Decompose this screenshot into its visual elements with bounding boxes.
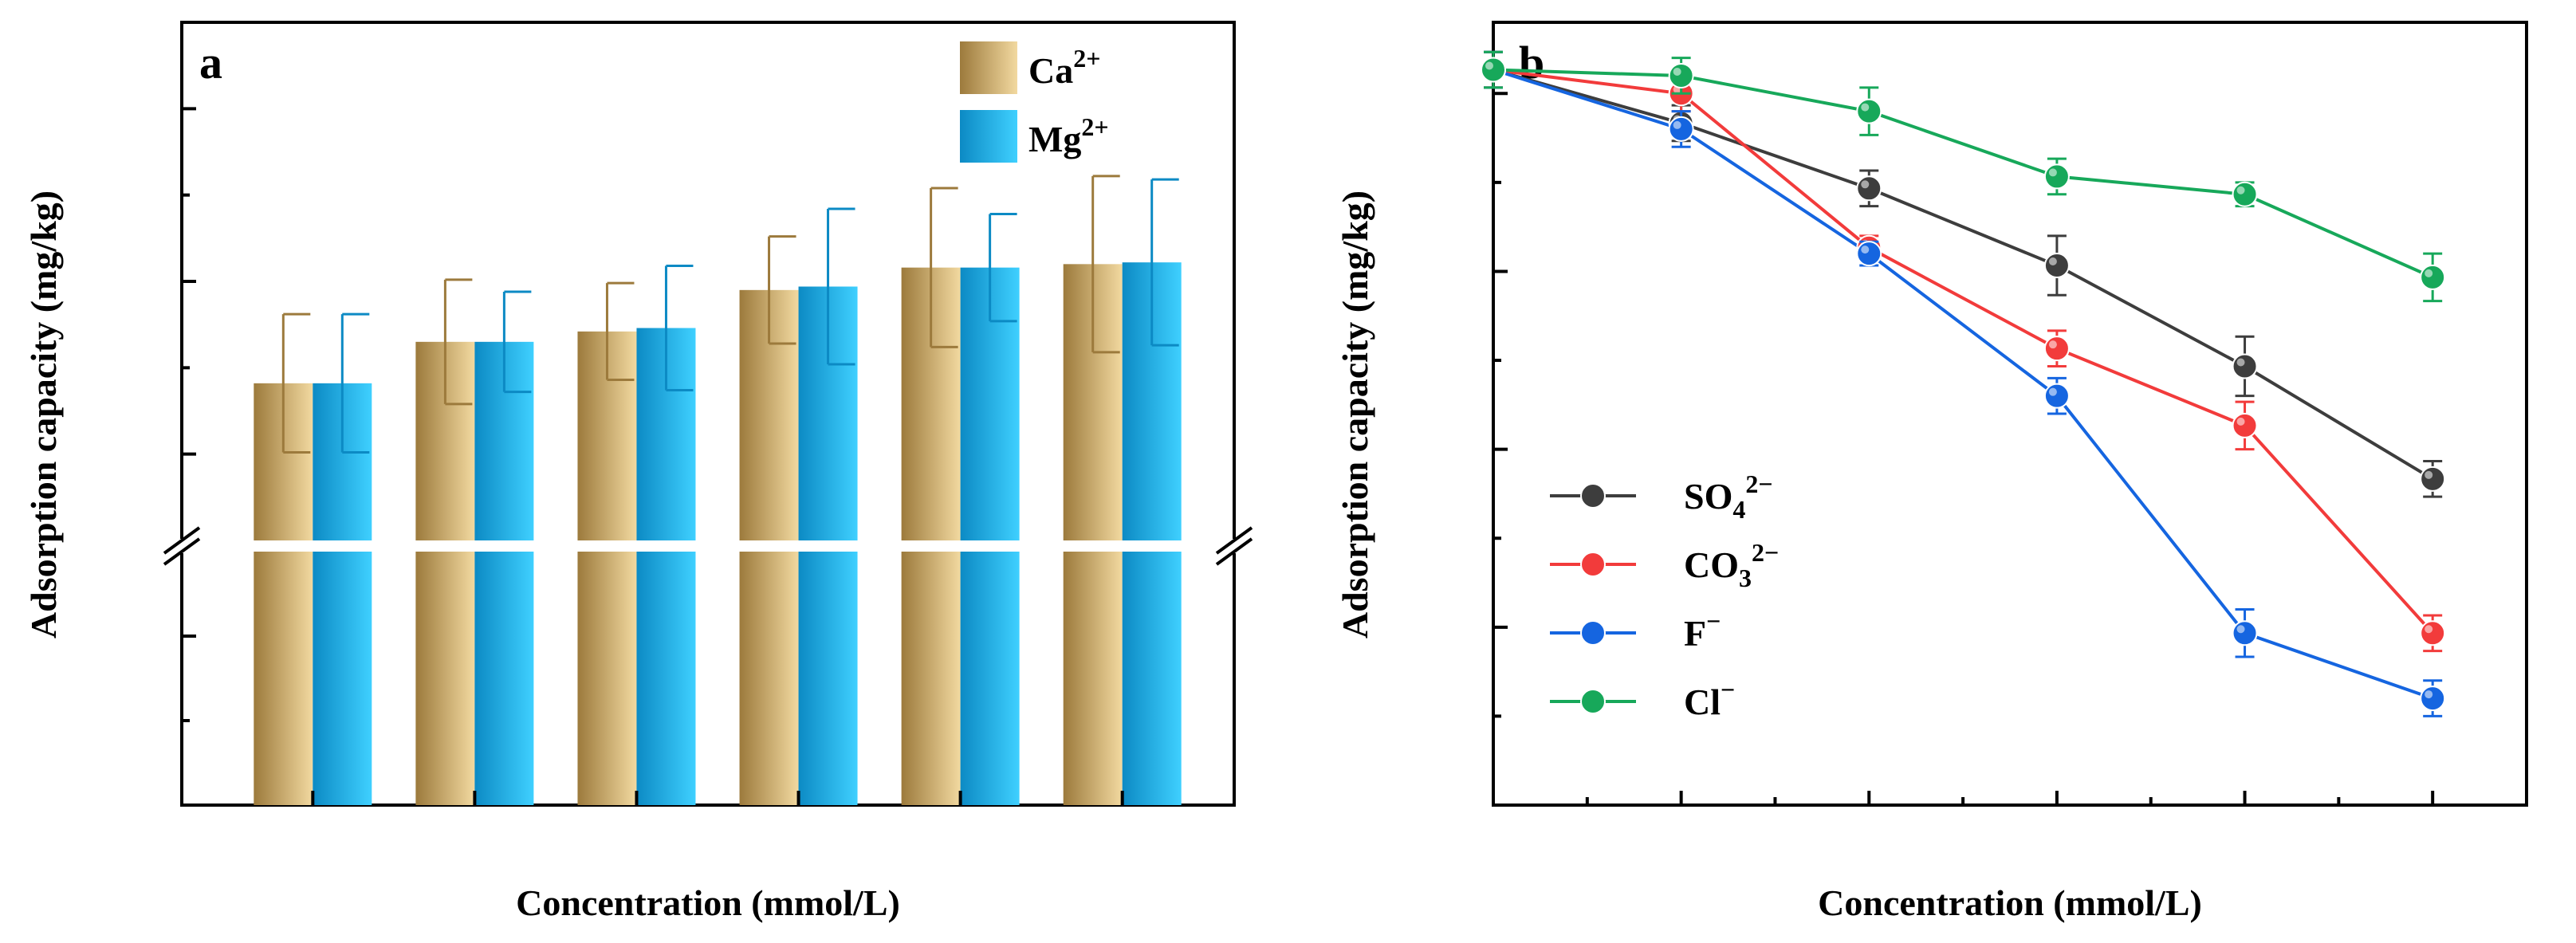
x-axis-title-b: Concentration (mmol/L) [1818,882,2202,923]
series-line-co3 [1493,68,2434,635]
legend-label-so4: SO42− [1684,470,1773,524]
data-point-highlight-so4 [2425,470,2433,479]
data-point-highlight-cl [1673,67,1681,76]
axis-break-mark [163,537,201,566]
panel-b: b Concentration (mmol/L) Adsorption capa… [1335,21,2528,923]
data-point-f [2232,620,2258,646]
legend-swatch-ca [960,41,1017,94]
bar-mg-lower [313,552,372,805]
legend-label-cl: Cl− [1684,675,1735,722]
series-b [1481,50,2446,717]
data-point-highlight-cl [2236,186,2245,194]
bar-mg-lower [1122,552,1182,805]
panel-label-a: a [199,37,222,88]
data-point-so4 [2420,466,2446,492]
data-point-highlight-cl [2048,168,2057,177]
axis-break-mark [1215,526,1253,555]
legend-b: SO42− CO32− F− Cl− [1550,470,1779,722]
y-axis-title-a: Adsorption capacity (mg/kg) [23,191,64,638]
data-point-highlight-so4 [1861,180,1870,189]
legend-marker-f [1580,620,1606,646]
bar-ca-lower [415,552,475,805]
series-line-so4 [1493,68,2434,481]
series-line-f [1493,68,2433,700]
bar-mg-lower [960,552,1020,805]
data-point-highlight-f [2236,625,2245,634]
bar-mg-lower [798,552,858,805]
data-point-highlight-co3 [2048,340,2057,349]
data-point-so4 [2232,353,2258,379]
data-point-cl [2420,264,2446,290]
bar-ca-lower [577,552,637,805]
bar-ca-lower [1063,552,1123,805]
data-point-so4 [2043,253,2070,279]
bar-ca-lower [901,552,961,805]
data-point-highlight-cl [1485,61,1493,70]
bar-ca-lower [254,552,313,805]
data-point-f [2043,383,2070,409]
bar-mg-lower [636,552,696,805]
data-point-highlight-co3 [2236,417,2245,426]
legend-label-ca: Ca2+ [1028,44,1100,91]
data-point-highlight-f [2048,387,2057,396]
plot-frame-a [180,21,1236,807]
data-point-highlight-so4 [2048,257,2057,266]
series-line-cl [1493,68,2433,279]
legend-label-mg: Mg2+ [1028,112,1109,159]
data-point-cl [2232,181,2258,207]
data-point-highlight-cl [2425,269,2433,277]
data-point-cl [1856,98,1882,124]
legend-swatch-mg [960,110,1017,163]
axis-break-mark [1215,537,1253,566]
data-point-highlight-cl [1861,103,1870,112]
plot-frame-b [1492,21,2528,807]
legend-a: Ca2+ Mg2+ [960,41,1109,163]
panel-a: a Concentration (mmol/L) Adsorption capa… [23,21,1253,923]
data-point-f [1856,241,1882,267]
bar-mg-lower [474,552,534,805]
data-point-cl [1668,62,1694,88]
x-axis-title-a: Concentration (mmol/L) [516,882,900,923]
data-point-co3 [2043,336,2070,362]
data-point-co3 [2420,620,2446,646]
legend-marker-cl [1580,689,1606,714]
legend-marker-co3 [1580,552,1606,577]
data-point-highlight-f [2425,690,2433,699]
legend-label-co3: CO32− [1684,538,1779,592]
data-point-so4 [1856,175,1882,202]
axes-a [163,107,1253,807]
bars-a [254,175,1182,805]
data-point-cl [2043,163,2070,190]
data-point-co3 [2232,412,2258,438]
bar-ca-lower [739,552,799,805]
data-point-highlight-f [1673,120,1681,129]
legend-label-f: F− [1684,607,1721,654]
axes-b [1492,92,2435,807]
axis-break-mark [163,526,201,555]
data-point-highlight-co3 [2425,625,2433,634]
legend-marker-so4 [1580,483,1606,509]
y-axis-title-b: Adsorption capacity (mg/kg) [1335,191,1375,638]
data-point-highlight-f [1861,246,1870,254]
data-point-f [2420,686,2446,712]
data-point-cl [1481,57,1506,83]
data-point-f [1668,116,1694,142]
axis-break-gap [184,540,1232,552]
data-point-highlight-so4 [2236,358,2245,367]
